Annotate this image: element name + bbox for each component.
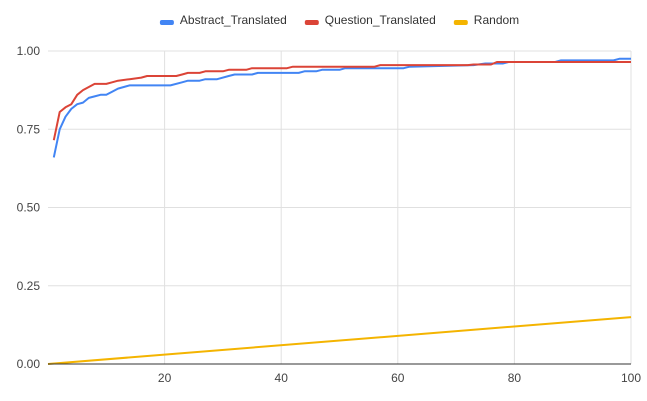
x-tick-label: 20 [158,371,172,385]
legend-swatch [159,20,174,25]
y-axis-ticks: 0.00 0.25 0.50 0.75 1.00 [17,44,41,371]
legend-swatch [304,20,319,25]
x-axis-ticks: 20 40 60 80 100 [158,371,641,385]
series-lines [47,57,632,365]
x-tick-label: 100 [621,371,641,385]
legend-label: Question_Translated [325,13,436,27]
y-tick-label: 1.00 [17,44,41,58]
x-tick-label: 60 [391,371,405,385]
series-line-question-translated [52,61,631,141]
y-tick-label: 0.75 [17,122,41,136]
series-line-random [47,316,632,365]
x-tick-label: 40 [275,371,289,385]
legend-label: Random [474,13,519,27]
legend: Abstract_Translated Question_Translated Ra… [159,13,519,27]
x-tick-label: 80 [508,371,522,385]
y-tick-label: 0.00 [17,357,41,371]
y-tick-label: 0.25 [17,279,41,293]
legend-item[interactable]: Abstract_Translated [159,13,287,27]
y-tick-label: 0.50 [17,201,41,215]
legend-item[interactable]: Question_Translated [304,13,436,27]
legend-swatch [453,20,468,25]
series-line-abstract-translated [52,57,631,158]
legend-item[interactable]: Random [453,13,519,27]
grid-lines [48,50,632,364]
legend-label: Abstract_Translated [180,13,287,27]
